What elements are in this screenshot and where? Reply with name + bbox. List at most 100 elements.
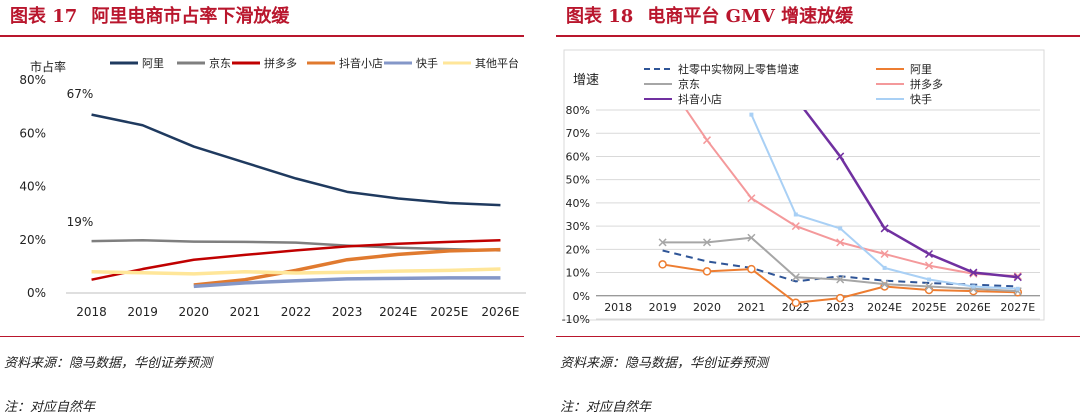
left-figure-number: 图表 17 [10, 6, 78, 27]
point-series-1 [658, 260, 667, 269]
y-tick-label: 60% [19, 126, 46, 140]
y-tick-label: 0% [27, 286, 46, 300]
line-series-2 [662, 236, 1018, 293]
y-tick-label: 10% [566, 267, 590, 280]
y-tick-label: 0% [573, 290, 590, 303]
point-series-1 [791, 298, 801, 307]
right-figure-panel: 图表 18 电商平台 GMV 增速放缓 增速 -10% 0% 10% 20% 30% 40% 5… [556, 0, 1080, 419]
right-figure-heading: 电商平台 GMV 增速放缓 [647, 6, 854, 27]
x-tick-label: 2023 [332, 305, 363, 319]
line-series-2 [91, 239, 501, 281]
point-series-2 [836, 275, 845, 284]
right-bottom-rule [556, 336, 1080, 337]
y-tick-label: 40% [19, 180, 46, 194]
point-series-5 [1015, 286, 1020, 291]
market-share-chart: 市占率 0% 20% 40% 60% 80% 2018 2019 2020 2021 2022 202… [19, 56, 526, 319]
left-source-note: 资料来源：隐马数据，华创证券预测 [4, 356, 213, 371]
legend: 阿里 京东 拼多多 抖音小店 快手 其他平台 [110, 56, 519, 70]
point-series-4 [1013, 273, 1022, 282]
x-tick-label: 2022 [281, 305, 312, 319]
line-series-4 [193, 276, 501, 289]
y-tick-label: 40% [566, 197, 590, 210]
left-figure-heading: 阿里电商市占率下滑放缓 [91, 6, 290, 27]
point-series-5 [749, 112, 754, 117]
point-series-2 [924, 282, 934, 291]
x-tick-label: 2021 [737, 301, 765, 314]
x-tick-label: 2019 [649, 301, 677, 314]
point-series-3 [702, 136, 712, 145]
point-series-3 [659, 72, 666, 79]
legend-label-series-0: 社零中实物网上零售增速 [678, 62, 799, 76]
point-series-5 [927, 277, 931, 282]
legend-label-series-3: 抖音小店 [339, 56, 383, 70]
left-figure-title: 图表 17 阿里电商市占率下滑放缓 [10, 2, 303, 32]
point-series-3 [791, 222, 800, 231]
x-tick-label: 2018 [76, 305, 107, 319]
legend-label-series-5: 快手 [910, 92, 932, 106]
legend-label-series-1: 阿里 [910, 63, 932, 76]
x-tick-label: 2021 [230, 305, 261, 319]
line-series-1 [91, 239, 501, 252]
x-tick-label: 2019 [127, 305, 158, 319]
point-series-2 [747, 233, 756, 242]
legend-label-series-4: 快手 [416, 56, 438, 70]
y-tick-label: 70% [566, 127, 590, 140]
x-tick-label: 2027E [1000, 301, 1035, 314]
x-tick-label: 2022 [782, 301, 810, 314]
y-axis-title: 增速 [573, 73, 599, 88]
x-tick-label: 2026E [956, 301, 991, 314]
left-remark-note: 注：对应自然年 [4, 400, 96, 415]
y-tick-label: 50% [566, 174, 590, 187]
legend-label-series-2: 拼多多 [264, 56, 297, 70]
point-series-1 [835, 293, 845, 303]
right-source-note: 资料来源：隐马数据，华创证券预测 [560, 356, 769, 371]
right-figure-number: 图表 18 [566, 6, 634, 27]
x-tick-label: 2024E [379, 305, 417, 319]
legend-label-series-1: 京东 [209, 56, 231, 70]
point-series-5 [793, 212, 798, 217]
point-series-1 [747, 264, 756, 274]
point-series-5 [838, 226, 843, 231]
line-series-4 [803, 110, 1018, 279]
point-series-1 [702, 267, 712, 276]
legend-label-series-4: 抖音小店 [678, 92, 722, 106]
series-group [658, 72, 1023, 307]
point-series-4 [924, 249, 934, 259]
right-figure-title: 图表 18 电商平台 GMV 增速放缓 [566, 2, 867, 32]
y-tick-label: 60% [566, 150, 590, 163]
point-series-5 [882, 265, 887, 270]
legend-label-series-2: 京东 [678, 77, 700, 91]
left-top-rule [0, 35, 524, 37]
y-tick-label: 20% [566, 243, 590, 256]
point-series-3 [836, 238, 845, 247]
y-tick-label: -10% [562, 313, 590, 326]
y-tick-label: 80% [566, 104, 590, 117]
gmv-growth-chart: 增速 -10% 0% 10% 20% 30% 40% 50% 60% 70% 80% 2018 2019… [562, 49, 1045, 326]
point-series-3 [747, 194, 756, 203]
y-axis-title: 市占率 [30, 59, 66, 74]
point-series-4 [836, 152, 845, 161]
right-remark-note: 注：对应自然年 [560, 400, 652, 415]
line-series-5 [750, 114, 1018, 290]
point-series-2 [702, 238, 712, 247]
point-series-3 [924, 261, 934, 270]
x-tick-label: 2025E [430, 305, 468, 319]
legend-label-series-3: 拼多多 [910, 77, 943, 91]
x-tick-label: 2023 [826, 301, 854, 314]
point-series-5 [971, 284, 976, 289]
x-tick-label: 2020 [693, 301, 721, 314]
left-bottom-rule [0, 336, 524, 337]
x-tick-label: 2025E [912, 301, 947, 314]
legend-label-series-5: 其他平台 [475, 56, 519, 70]
point-series-4 [969, 268, 978, 277]
left-figure-panel: 图表 17 阿里电商市占率下滑放缓 市占率 0% 20% 40% 60% 80% 2018 20… [0, 0, 530, 419]
annotation-label: 19% [67, 215, 94, 229]
point-series-2 [880, 280, 889, 289]
right-top-rule [556, 35, 1080, 37]
x-tick-label: 2024E [867, 301, 902, 314]
y-tick-label: 80% [19, 73, 46, 87]
point-series-2 [658, 238, 667, 247]
point-series-3 [880, 249, 889, 259]
x-tick-label: 2020 [179, 305, 210, 319]
